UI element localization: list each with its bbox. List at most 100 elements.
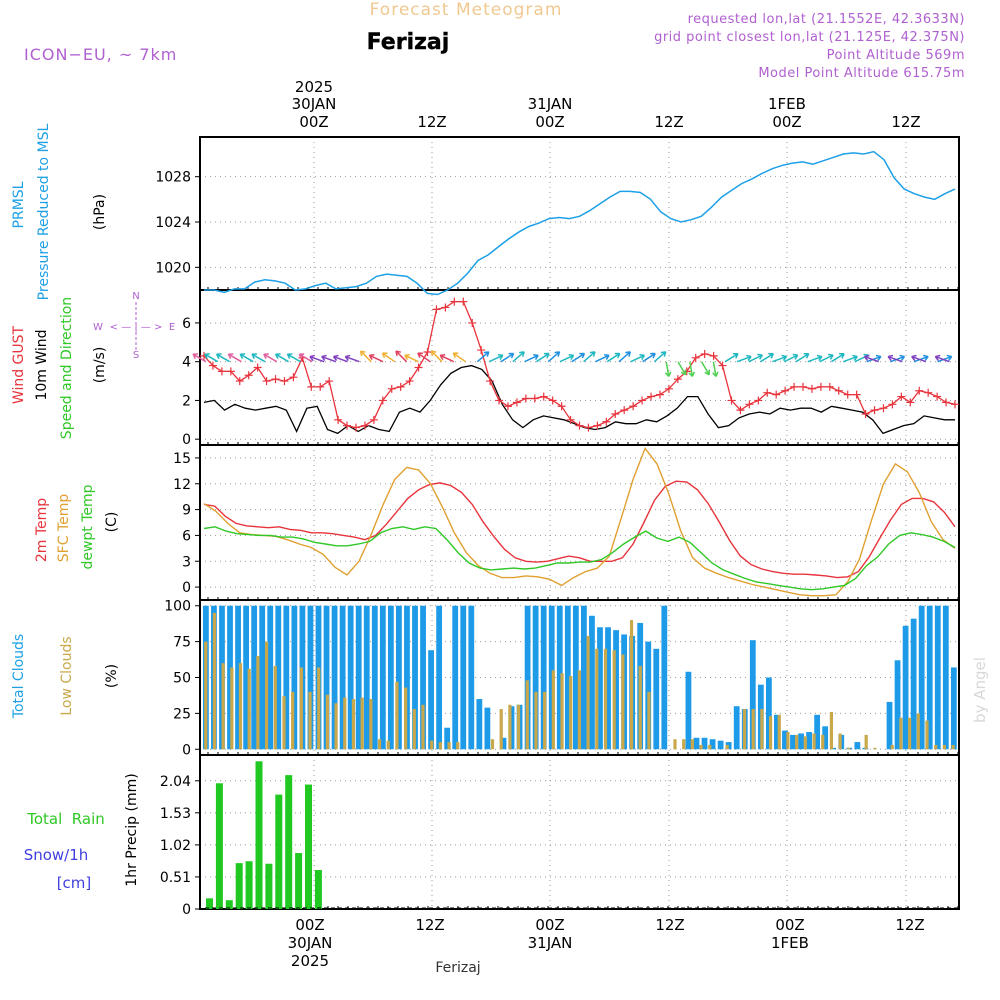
low-cloud-bar xyxy=(647,691,651,750)
total-cloud-bar xyxy=(902,625,909,750)
low-clouds-label: Low Clouds xyxy=(59,636,75,715)
total-cloud-bar xyxy=(910,618,917,750)
low-cloud-bar xyxy=(890,744,894,750)
wind-arrow-head xyxy=(603,353,610,360)
compass-s: S xyxy=(133,350,139,361)
wind-arrow-head xyxy=(533,353,539,360)
wind-arrow-head xyxy=(712,371,719,377)
wind-arrow-head xyxy=(816,354,823,361)
location-title: Ferizaj xyxy=(367,30,450,55)
low-cloud-bar xyxy=(612,650,616,750)
low-cloud-bar xyxy=(543,691,547,750)
low-cloud-bar xyxy=(699,744,703,750)
wind-gust-marker xyxy=(450,297,459,306)
wind-gust-marker xyxy=(906,398,915,407)
wind-direction-arrow xyxy=(807,355,823,363)
compass-n: N xyxy=(132,291,139,302)
wind-gust-marker xyxy=(843,390,852,399)
low-cloud-bar xyxy=(212,612,217,750)
bottom-time-axis: 00Z 12Z 00Z 12Z 00Z 12Z 30JAN 31JAN 1FEB… xyxy=(288,916,925,970)
wind-gust-marker xyxy=(799,382,808,391)
wind-direction-arrow xyxy=(512,351,525,363)
wind-arrow-head xyxy=(508,352,515,359)
total-cloud-bar xyxy=(581,605,587,750)
total-cloud-bar xyxy=(765,677,772,750)
total-cloud-bar xyxy=(291,605,298,750)
wind-direction-arrow xyxy=(712,361,717,377)
wind-arrow-head xyxy=(404,353,410,360)
wind-direction-arrow xyxy=(677,361,687,376)
temp-line-0 xyxy=(203,480,956,579)
wind-direction-arrow xyxy=(192,353,207,363)
low-cloud-bar xyxy=(230,667,234,750)
wind-arrow-head xyxy=(650,352,656,359)
low-cloud-bar xyxy=(760,709,764,750)
low-cloud-bar xyxy=(221,663,225,750)
total-cloud-bar xyxy=(830,747,837,750)
snow-unit-label: [cm] xyxy=(57,874,92,892)
watermark: by Angel xyxy=(971,657,989,723)
wind-direction-arrow xyxy=(724,353,739,363)
wind-arrow-head xyxy=(239,353,246,359)
wind-direction-arrow xyxy=(369,354,384,363)
cloud-labels: Total Clouds Low Clouds (%) xyxy=(11,634,120,719)
wind-gust-marker xyxy=(888,400,897,409)
low-cloud-bar xyxy=(238,663,243,750)
low-cloud-bar xyxy=(404,687,408,750)
low-cloud-bar xyxy=(786,732,790,750)
low-cloud-bar xyxy=(795,734,799,750)
low-cloud-bar xyxy=(603,648,608,750)
wind-arrow-head xyxy=(579,352,586,359)
y-tick-label: 2.04 xyxy=(160,774,191,790)
low-cloud-bar xyxy=(838,733,842,750)
wind-direction-arrow xyxy=(298,353,313,363)
wind-arrow-head xyxy=(215,353,222,359)
wind-gust-marker xyxy=(816,382,825,391)
total-cloud-bar xyxy=(613,630,619,750)
rain-bar xyxy=(295,853,303,909)
wind-gust-marker xyxy=(825,382,834,391)
low-cloud-bar xyxy=(430,740,434,750)
bottom-year: 2025 xyxy=(291,952,329,970)
bottom-hour: 00Z xyxy=(535,916,564,934)
low-cloud-bar xyxy=(247,668,251,750)
wind-gust-marker xyxy=(396,382,405,391)
wind-gust-marker xyxy=(807,384,816,393)
temp-dew-label: dewpt Temp xyxy=(80,484,96,569)
wind-arrow-head xyxy=(852,354,858,361)
total-cloud-bar xyxy=(267,605,274,750)
low-cloud-bar xyxy=(812,733,816,750)
wind-arrow-head xyxy=(839,352,845,359)
low-cloud-bar xyxy=(673,739,677,750)
low-cloud-bar xyxy=(334,703,338,750)
wind-gust-marker xyxy=(405,377,414,386)
wind-direction-arrow xyxy=(887,355,903,363)
total-cloud-bar xyxy=(564,605,571,750)
wind-gust-marker xyxy=(280,377,289,386)
top-hour: 12Z xyxy=(417,113,446,131)
wind-gust-marker xyxy=(834,386,843,395)
total-cloud-bar xyxy=(532,605,539,750)
wind-arrow-head xyxy=(227,353,234,359)
wind-arrow-head xyxy=(274,353,281,359)
chart-panels: 1020 1024 1028 0 2 4 6 0 3 6 9 12 15 0 25 50 75 100 0 0.51 1… xyxy=(155,136,960,918)
wind-arrow-head xyxy=(368,353,375,360)
wind-arrow-head xyxy=(417,352,423,358)
wind-gust-marker xyxy=(289,373,298,382)
wind-direction-arrow xyxy=(618,351,631,363)
low-cloud-bar xyxy=(412,709,416,750)
wind-arrow-head xyxy=(639,353,646,360)
wind-gust-marker xyxy=(316,382,325,391)
rain-bar xyxy=(225,900,233,909)
top-hour: 12Z xyxy=(891,113,920,131)
wind-dir-label: Speed and Direction xyxy=(59,297,75,439)
wind-arrow-head xyxy=(359,350,366,357)
wind-arrow-head xyxy=(781,354,788,361)
rain-bar xyxy=(275,794,283,909)
wind-direction-arrow xyxy=(251,353,266,363)
wind-gust-marker xyxy=(772,390,781,399)
total-cloud-bar xyxy=(323,605,330,750)
wind-direction-arrow xyxy=(524,354,539,363)
low-cloud-bar xyxy=(508,704,512,750)
total-cloud-bar xyxy=(436,605,443,750)
